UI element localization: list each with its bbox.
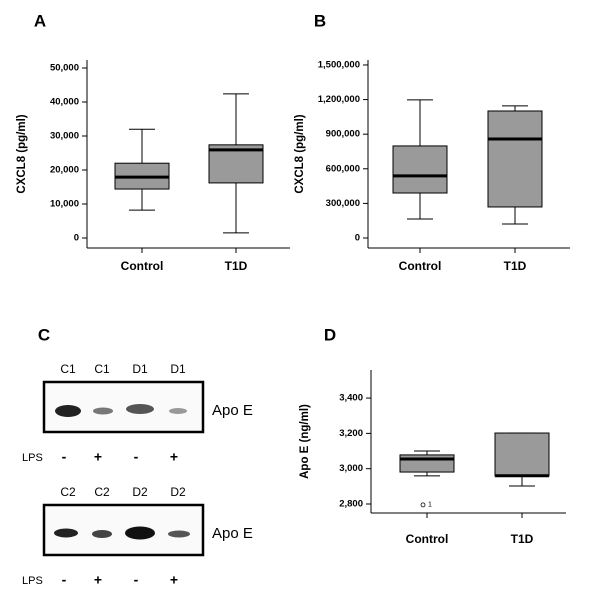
x-tick-label: T1D [504,259,527,273]
treatment-sign: - [62,449,67,465]
x-tick-label: T1D [225,259,248,273]
protein-label: Apo E [212,525,253,542]
y-tick-label: 0 [355,233,360,244]
blot-bands [54,404,190,540]
lane-label: D1 [132,362,148,376]
outlier [420,502,426,508]
panel-label: A [34,11,46,30]
y-tick-label: 3,200 [339,428,363,439]
treatment-label: LPS [22,452,43,464]
y-tick-label: 3,400 [339,393,363,404]
y-tick-label: 10,000 [50,199,79,210]
lane-label: D2 [170,485,186,499]
treatment-sign: + [94,449,102,465]
treatment-sign: + [94,572,102,588]
treatment-sign: - [134,449,139,465]
lane-label: C1 [60,362,76,376]
panel-label: C [38,325,50,344]
y-tick-label: 20,000 [50,165,79,176]
y-tick-label: 40,000 [50,97,79,108]
box [494,432,550,477]
x-tick-label: Control [121,259,164,273]
lane-label: D1 [170,362,186,376]
y-tick-label: 50,000 [50,63,79,74]
treatment-sign: + [170,449,178,465]
y-tick-label: 30,000 [50,131,79,142]
y-axis-title: CXCL8 (pg/ml) [16,114,28,193]
y-tick-label: 600,000 [326,163,360,174]
y-tick-label: 2,800 [339,499,363,510]
protein-label: Apo E [212,402,253,419]
y-axis-title: CXCL8 (pg/ml) [294,114,306,193]
box [487,110,543,208]
y-tick-label: 300,000 [326,198,360,209]
panel-label: D [324,325,336,344]
x-tick-label: T1D [511,532,534,546]
treatment-sign: - [134,572,139,588]
y-tick-label: 1,500,000 [318,59,360,70]
y-tick-label: 1,200,000 [318,94,360,105]
outlier-label: 1 [428,502,432,509]
y-tick-label: 3,000 [339,463,363,474]
lane-label: C2 [94,485,110,499]
lane-label: C1 [94,362,110,376]
treatment-sign: + [170,572,178,588]
box [392,145,448,194]
lane-label: D2 [132,485,148,499]
panel-label: B [314,11,326,30]
y-tick-label: 900,000 [326,129,360,140]
y-tick-label: 0 [74,233,79,244]
y-axis-title: Apo E (ng/ml) [299,404,311,479]
x-tick-label: Control [406,532,449,546]
treatment-sign: - [62,572,67,588]
treatment-label: LPS [22,575,43,587]
x-tick-label: Control [399,259,442,273]
lane-label: C2 [60,485,76,499]
